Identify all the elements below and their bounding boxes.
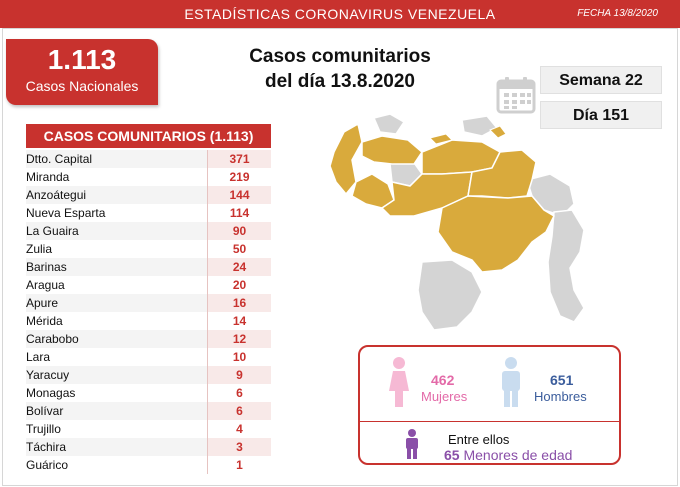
table-row: Zulia 50 (26, 240, 271, 258)
case-count: 371 (207, 150, 271, 168)
map-region-amazonas (417, 259, 483, 331)
case-count: 50 (207, 240, 271, 258)
table-row: Barinas 24 (26, 258, 271, 276)
table-row: Monagas 6 (26, 384, 271, 402)
week-indicator: Semana 22 (540, 66, 662, 94)
state-name: Zulia (26, 242, 53, 256)
headline: Casos comunitarios del día 13.8.2020 (215, 44, 465, 94)
case-count: 14 (207, 312, 271, 330)
table-row: Carabobo 12 (26, 330, 271, 348)
state-name: Apure (26, 296, 59, 310)
table-row: Guárico 1 (26, 456, 271, 474)
female-icon (388, 357, 410, 412)
male-count: 651 (550, 372, 574, 388)
table-row: Trujillo 4 (26, 420, 271, 438)
map-region-andes (351, 173, 395, 209)
case-count: 20 (207, 276, 271, 294)
table-row: Lara 10 (26, 348, 271, 366)
state-name: Anzoátegui (26, 188, 87, 202)
case-count: 1 (207, 456, 271, 474)
state-name: Nueva Esparta (26, 206, 106, 220)
headline-line2: del día 13.8.2020 (265, 71, 415, 92)
map-region-nueva-esparta (489, 125, 507, 139)
minors-line: 65 Menores de edad (444, 447, 572, 463)
total-cases-box: 1.113 Casos Nacionales (6, 39, 158, 105)
header-title: ESTADÍSTICAS CORONAVIRUS VENEZUELA (184, 6, 496, 22)
case-count: 90 (207, 222, 271, 240)
cases-table: Dtto. Capital 371 Miranda 219 Anzoátegui 144 N… (26, 150, 271, 474)
state-name: Aragua (26, 278, 65, 292)
case-count: 3 (207, 438, 271, 456)
table-row: Mérida 14 (26, 312, 271, 330)
headline-line1: Casos comunitarios (249, 46, 431, 67)
state-name: Monagas (26, 386, 76, 400)
table-row: La Guaira 90 (26, 222, 271, 240)
gender-breakdown-panel: 462 Mujeres 651 Hombres Entre ellos 65 M… (358, 345, 621, 465)
state-name: Barinas (26, 260, 67, 274)
case-count: 6 (207, 384, 271, 402)
state-name: Trujillo (26, 422, 61, 436)
case-count: 144 (207, 186, 271, 204)
map-region-la-guaira (429, 133, 453, 145)
state-name: Yaracuy (26, 368, 70, 382)
case-count: 6 (207, 402, 271, 420)
case-count: 12 (207, 330, 271, 348)
map-region-central-gray (461, 115, 499, 137)
case-count: 114 (207, 204, 271, 222)
table-row: Yaracuy 9 (26, 366, 271, 384)
table-row: Miranda 219 (26, 168, 271, 186)
map-region-falcon-lara (361, 135, 423, 165)
minors-label: Menores de edad (463, 447, 573, 463)
state-name: Táchira (26, 440, 67, 454)
state-name: Miranda (26, 170, 70, 184)
case-count: 16 (207, 294, 271, 312)
minors-intro: Entre ellos (448, 432, 510, 447)
child-icon (404, 429, 420, 464)
panel-divider (360, 421, 619, 422)
state-name: Bolívar (26, 404, 64, 418)
total-cases-label: Casos Nacionales (25, 78, 139, 94)
table-header: CASOS COMUNITARIOS (1.113) (26, 124, 271, 148)
case-count: 9 (207, 366, 271, 384)
table-row: Táchira 3 (26, 438, 271, 456)
minors-count: 65 (444, 447, 460, 463)
female-count: 462 (431, 372, 455, 388)
state-name: Mérida (26, 314, 63, 328)
case-count: 10 (207, 348, 271, 366)
state-name: Carabobo (26, 332, 79, 346)
calendar-icon (496, 76, 536, 119)
map-region-llanos (380, 171, 473, 217)
state-name: Dtto. Capital (26, 152, 93, 166)
case-count: 4 (207, 420, 271, 438)
table-row: Dtto. Capital 371 (26, 150, 271, 168)
table-row: Nueva Esparta 114 (26, 204, 271, 222)
table-row: Aragua 20 (26, 276, 271, 294)
male-icon (500, 357, 522, 412)
map-region-guayana-east (547, 209, 585, 323)
venezuela-map (322, 112, 592, 339)
table-row: Apure 16 (26, 294, 271, 312)
case-count: 24 (207, 258, 271, 276)
header-date: FECHA 13/8/2020 (577, 8, 658, 19)
map-region-northwest-gray (372, 113, 406, 135)
female-label: Mujeres (421, 389, 468, 404)
map-region-bolivar (437, 195, 555, 273)
day-indicator: Día 151 (540, 101, 662, 129)
state-name: Lara (26, 350, 51, 364)
state-name: Guárico (26, 458, 69, 472)
male-label: Hombres (534, 389, 587, 404)
header-bar: ESTADÍSTICAS CORONAVIRUS VENEZUELA FECHA… (0, 0, 680, 28)
total-cases-number: 1.113 (47, 44, 117, 75)
table-row: Bolívar 6 (26, 402, 271, 420)
case-count: 219 (207, 168, 271, 186)
table-row: Anzoátegui 144 (26, 186, 271, 204)
map-region-zulia (329, 122, 363, 196)
state-name: La Guaira (26, 224, 79, 238)
content-frame (2, 28, 678, 486)
